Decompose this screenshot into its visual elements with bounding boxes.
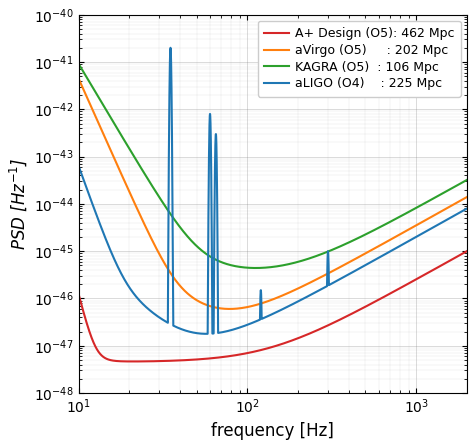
KAGRA (O5)  : 106 Mpc: (10, 9.12e-42): 106 Mpc: (10, 9.12e-42) bbox=[76, 61, 82, 67]
aLIGO (O4)    : 225 Mpc: (10, 6.27e-44): 225 Mpc: (10, 6.27e-44) bbox=[76, 164, 82, 169]
Line: A+ Design (O5): 462 Mpc: A+ Design (O5): 462 Mpc bbox=[79, 251, 467, 362]
KAGRA (O5)  : 106 Mpc: (2e+03, 3.23e-44): 106 Mpc: (2e+03, 3.23e-44) bbox=[464, 177, 470, 182]
Y-axis label: PSD [$Hz^{-1}$]: PSD [$Hz^{-1}$] bbox=[7, 158, 28, 250]
aLIGO (O4)    : 225 Mpc: (13.1, 4.69e-45): 225 Mpc: (13.1, 4.69e-45) bbox=[95, 217, 101, 222]
KAGRA (O5)  : 106 Mpc: (508, 2.32e-45): 106 Mpc: (508, 2.32e-45) bbox=[364, 231, 370, 236]
aLIGO (O4)    : 225 Mpc: (35, 2e-41): 225 Mpc: (35, 2e-41) bbox=[168, 45, 173, 51]
aVirgo (O5)     : 202 Mpc: (290, 3.17e-46): 202 Mpc: (290, 3.17e-46) bbox=[323, 272, 328, 278]
aVirgo (O5)     : 202 Mpc: (508, 9.27e-46): 202 Mpc: (508, 9.27e-46) bbox=[364, 250, 370, 255]
aVirgo (O5)     : 202 Mpc: (78.4, 6.01e-47): 202 Mpc: (78.4, 6.01e-47) bbox=[227, 306, 232, 312]
A+ Design (O5): 462 Mpc: (10, 1.22e-46): 462 Mpc: (10, 1.22e-46) bbox=[76, 292, 82, 297]
aVirgo (O5)     : 202 Mpc: (2e+03, 1.4e-44): 202 Mpc: (2e+03, 1.4e-44) bbox=[464, 194, 470, 200]
KAGRA (O5)  : 106 Mpc: (13.1, 1.85e-42): 106 Mpc: (13.1, 1.85e-42) bbox=[95, 94, 101, 99]
aVirgo (O5)     : 202 Mpc: (674, 1.61e-45): 202 Mpc: (674, 1.61e-45) bbox=[384, 239, 390, 244]
X-axis label: frequency [Hz]: frequency [Hz] bbox=[211, 422, 334, 440]
aVirgo (O5)     : 202 Mpc: (68.1, 6.23e-47): 202 Mpc: (68.1, 6.23e-47) bbox=[217, 305, 222, 311]
A+ Design (O5): 462 Mpc: (674, 1.18e-46): 462 Mpc: (674, 1.18e-46) bbox=[384, 292, 390, 298]
aLIGO (O4)    : 225 Mpc: (57.1, 1.79e-47): 225 Mpc: (57.1, 1.79e-47) bbox=[203, 331, 209, 337]
A+ Design (O5): 462 Mpc: (13.1, 7.63e-48): 462 Mpc: (13.1, 7.63e-48) bbox=[95, 349, 101, 354]
KAGRA (O5)  : 106 Mpc: (68.1, 6.11e-46): 106 Mpc: (68.1, 6.11e-46) bbox=[217, 259, 222, 264]
Line: aVirgo (O5)     : 202 Mpc: aVirgo (O5) : 202 Mpc bbox=[79, 79, 467, 309]
A+ Design (O5): 462 Mpc: (508, 6.91e-47): 462 Mpc: (508, 6.91e-47) bbox=[364, 304, 370, 309]
A+ Design (O5): 462 Mpc: (2e+03, 1e-45): 462 Mpc: (2e+03, 1e-45) bbox=[464, 249, 470, 254]
Line: KAGRA (O5)  : 106 Mpc: KAGRA (O5) : 106 Mpc bbox=[79, 64, 467, 268]
aLIGO (O4)    : 225 Mpc: (68.2, 1.89e-47): 225 Mpc: (68.2, 1.89e-47) bbox=[217, 330, 222, 335]
KAGRA (O5)  : 106 Mpc: (290, 9.35e-46): 106 Mpc: (290, 9.35e-46) bbox=[323, 250, 328, 255]
KAGRA (O5)  : 106 Mpc: (112, 4.41e-46): 106 Mpc: (112, 4.41e-46) bbox=[253, 266, 258, 271]
A+ Design (O5): 462 Mpc: (68.1, 5.66e-48): 462 Mpc: (68.1, 5.66e-48) bbox=[217, 355, 222, 360]
aLIGO (O4)    : 225 Mpc: (509, 5.24e-46): 225 Mpc: (509, 5.24e-46) bbox=[364, 262, 370, 267]
aLIGO (O4)    : 225 Mpc: (675, 9.18e-46): 225 Mpc: (675, 9.18e-46) bbox=[384, 250, 390, 256]
A+ Design (O5): 462 Mpc: (230, 1.77e-47): 462 Mpc: (230, 1.77e-47) bbox=[306, 331, 311, 337]
aLIGO (O4)    : 225 Mpc: (230, 1.13e-46): 225 Mpc: (230, 1.13e-46) bbox=[306, 293, 311, 299]
aVirgo (O5)     : 202 Mpc: (230, 2.08e-46): 202 Mpc: (230, 2.08e-46) bbox=[306, 281, 311, 286]
Line: aLIGO (O4)    : 225 Mpc: aLIGO (O4) : 225 Mpc bbox=[79, 48, 467, 334]
Legend: A+ Design (O5): 462 Mpc, aVirgo (O5)     : 202 Mpc, KAGRA (O5)  : 106 Mpc, aLIGO: A+ Design (O5): 462 Mpc, aVirgo (O5) : 2… bbox=[257, 21, 461, 97]
KAGRA (O5)  : 106 Mpc: (674, 3.89e-45): 106 Mpc: (674, 3.89e-45) bbox=[384, 220, 390, 226]
KAGRA (O5)  : 106 Mpc: (230, 6.94e-46): 106 Mpc: (230, 6.94e-46) bbox=[306, 256, 311, 261]
aVirgo (O5)     : 202 Mpc: (13.1, 5.27e-43): 202 Mpc: (13.1, 5.27e-43) bbox=[95, 120, 101, 125]
aVirgo (O5)     : 202 Mpc: (10, 4.43e-42): 202 Mpc: (10, 4.43e-42) bbox=[76, 76, 82, 81]
aLIGO (O4)    : 225 Mpc: (2e+03, 8.01e-45): 225 Mpc: (2e+03, 8.01e-45) bbox=[464, 206, 470, 211]
aLIGO (O4)    : 225 Mpc: (290, 1.75e-46): 225 Mpc: (290, 1.75e-46) bbox=[323, 284, 328, 290]
A+ Design (O5): 462 Mpc: (21, 4.66e-48): 462 Mpc: (21, 4.66e-48) bbox=[130, 359, 136, 364]
A+ Design (O5): 462 Mpc: (290, 2.55e-47): 462 Mpc: (290, 2.55e-47) bbox=[323, 324, 328, 329]
